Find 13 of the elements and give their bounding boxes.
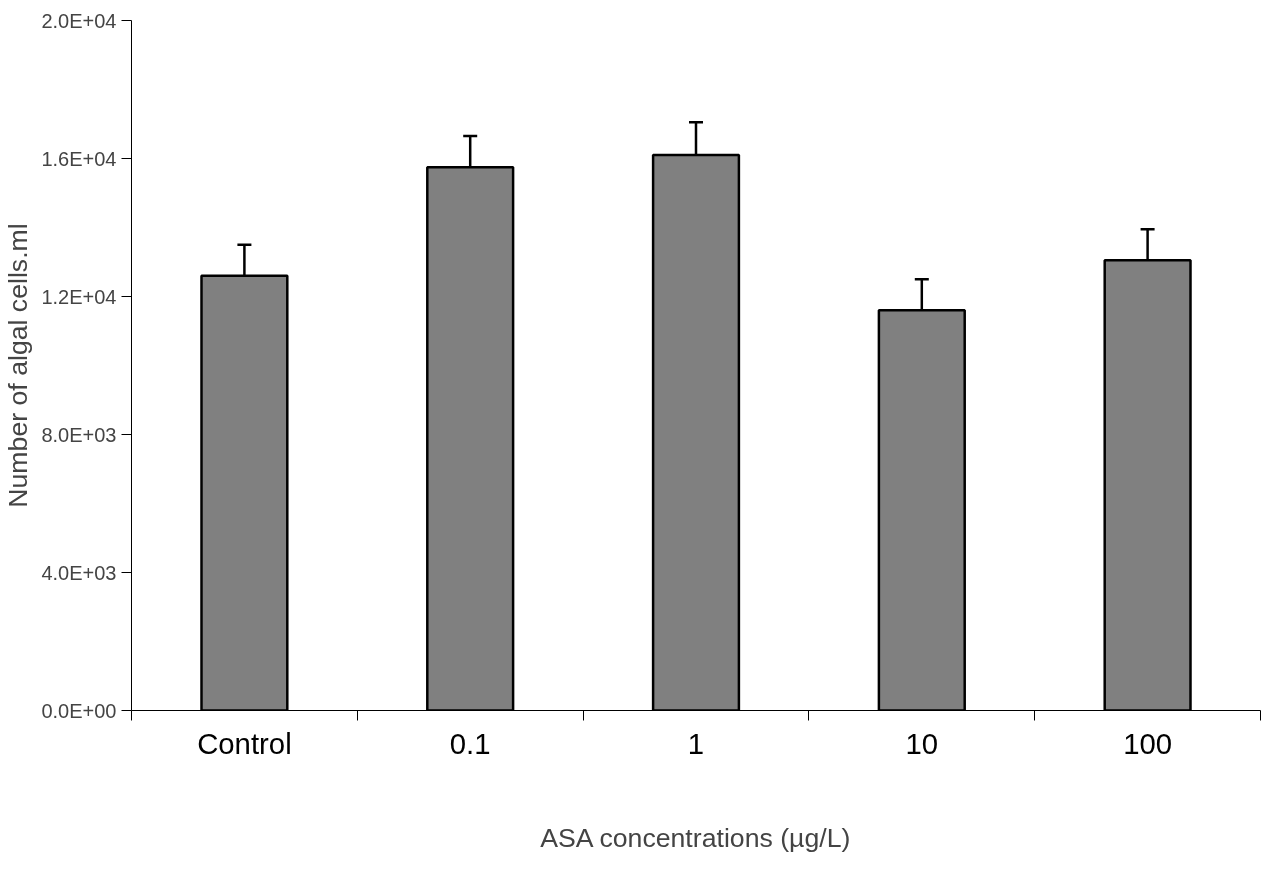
y-axis-title: Number of algal cells.ml — [3, 223, 34, 508]
y-tick-label: 2.0E+04 — [41, 9, 117, 32]
y-tick-label: 1.2E+04 — [41, 285, 117, 308]
x-tick-label: 100 — [1123, 726, 1173, 760]
x-tick-label: Control — [197, 726, 292, 760]
x-tick-label: 1 — [687, 726, 705, 760]
y-tick-label: 0.0E+00 — [41, 699, 117, 722]
y-tick-label: 8.0E+03 — [41, 423, 117, 446]
y-tick-label: 1.6E+04 — [41, 147, 117, 170]
y-tick-label: 4.0E+03 — [41, 561, 117, 584]
x-tick-label: 10 — [905, 726, 939, 760]
x-tick-label: 0.1 — [449, 726, 491, 760]
x-axis-title: ASA concentrations (µg/L) — [540, 822, 851, 853]
